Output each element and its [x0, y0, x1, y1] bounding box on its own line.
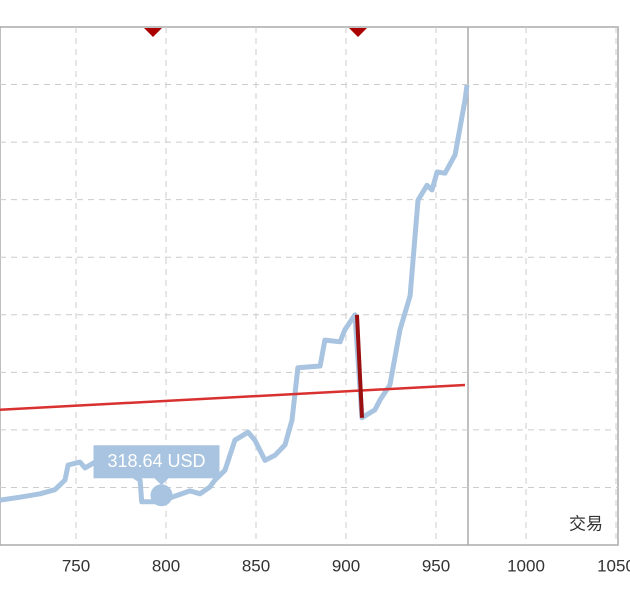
grid: [0, 27, 618, 545]
marks: 318.64 USD: [0, 84, 470, 507]
x-tick-label: 900: [332, 556, 360, 575]
panel-label: 交易: [569, 514, 603, 533]
x-tick-label: 950: [422, 556, 450, 575]
x-tick-label: 800: [152, 556, 180, 575]
price-marker: [150, 484, 173, 507]
line-series: [0, 383, 466, 411]
line-series: [355, 314, 364, 418]
line-series: [0, 84, 470, 505]
x-tick-label: 1050: [597, 556, 630, 575]
event-marker: [349, 28, 367, 37]
price-label-box: [93, 445, 220, 479]
x-tick-label: 850: [242, 556, 270, 575]
price-label: 318.64 USD: [107, 451, 205, 471]
x-tick-label: 1000: [507, 556, 545, 575]
event-marker: [144, 28, 162, 37]
plot-frame: [0, 26, 619, 546]
price-label-pointer: [153, 477, 170, 486]
x-tick-label: 750: [62, 556, 90, 575]
